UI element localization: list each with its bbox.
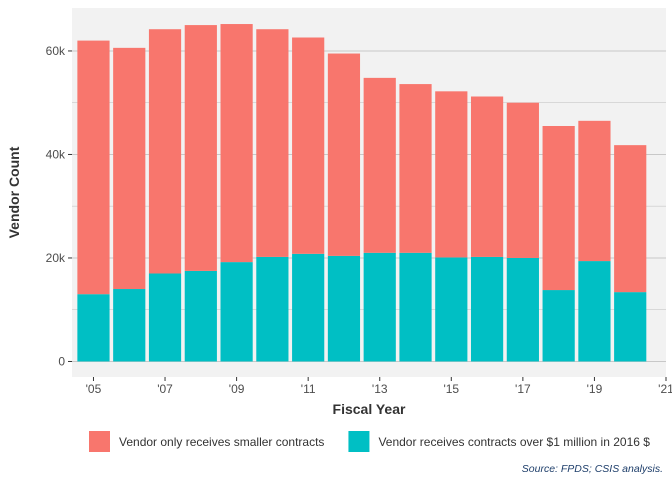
bar-small-contract-vendors (184, 25, 217, 271)
y-tick-label: 60k (46, 44, 66, 58)
y-tick-label: 20k (46, 251, 66, 265)
bar-small-contract-vendors (470, 96, 504, 257)
x-tick-label: '05 (86, 382, 102, 396)
bar-large-contract-vendors (256, 256, 289, 362)
y-axis-title: Vendor Count (6, 146, 22, 238)
bar-large-contract-vendors (470, 256, 504, 362)
x-tick-label: '21 (658, 382, 672, 396)
bar-large-contract-vendors (220, 262, 253, 362)
bar-large-contract-vendors (542, 290, 575, 362)
bar-large-contract-vendors (77, 294, 110, 362)
bar-small-contract-vendors (148, 29, 182, 274)
bar-small-contract-vendors (256, 29, 289, 257)
bar-large-contract-vendors (184, 270, 217, 362)
y-axis: 0 20k 40k 60k (46, 44, 72, 368)
bar-large-contract-vendors (614, 292, 647, 362)
x-tick-label: '13 (372, 382, 388, 396)
bar-small-contract-vendors (292, 37, 325, 254)
bar-small-contract-vendors (220, 24, 253, 263)
x-tick-label: '17 (515, 382, 531, 396)
x-axis-title: Fiscal Year (333, 401, 406, 417)
bar-small-contract-vendors (399, 84, 432, 253)
y-tick-label: 0 (58, 354, 65, 368)
legend-swatch (89, 431, 110, 452)
bar-small-contract-vendors (363, 77, 396, 253)
y-tick-label: 40k (46, 147, 66, 161)
bar-large-contract-vendors (113, 289, 146, 362)
bar-large-contract-vendors (399, 252, 432, 362)
bar-small-contract-vendors (113, 47, 146, 290)
bar-small-contract-vendors (542, 126, 575, 291)
x-tick-label: '07 (157, 382, 173, 396)
bars (77, 24, 647, 362)
bar-small-contract-vendors (614, 145, 647, 293)
bar-large-contract-vendors (506, 257, 539, 362)
bar-small-contract-vendors (327, 53, 361, 256)
bar-large-contract-vendors (578, 261, 611, 362)
x-tick-label: '11 (301, 382, 316, 396)
legend-swatch (348, 431, 370, 452)
legend-label: Vendor receives contracts over $1 millio… (378, 435, 650, 449)
legend: Vendor only receives smaller contracts Ve… (89, 431, 650, 452)
bar-large-contract-vendors (292, 253, 325, 362)
x-tick-label: '09 (229, 382, 245, 396)
bar-small-contract-vendors (578, 120, 611, 262)
bar-large-contract-vendors (148, 273, 182, 362)
x-tick-label: '15 (443, 382, 459, 396)
bar-large-contract-vendors (327, 255, 361, 362)
x-axis: '05 '07 '09 '11 '13 '15 '17 '19 '21 (86, 377, 672, 396)
legend-label: Vendor only receives smaller contracts (119, 435, 324, 449)
source-note: Source: FPDS; CSIS analysis. (522, 463, 663, 475)
x-tick-label: '19 (587, 382, 603, 396)
bar-large-contract-vendors (363, 252, 396, 362)
bar-small-contract-vendors (435, 91, 468, 258)
bar-large-contract-vendors (435, 257, 468, 362)
bar-small-contract-vendors (77, 40, 110, 295)
bar-small-contract-vendors (506, 102, 539, 258)
